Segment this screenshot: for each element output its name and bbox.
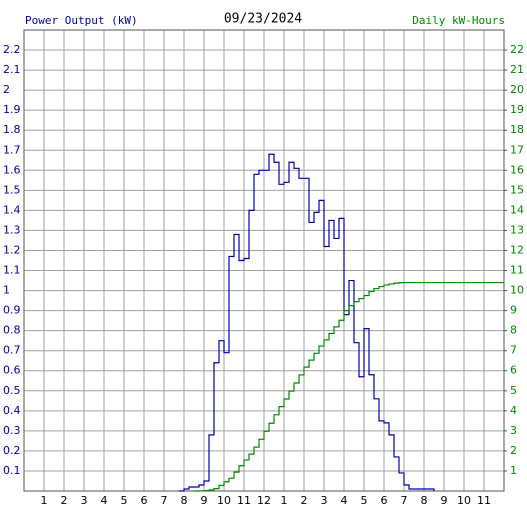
x-tick-label: 2 (61, 494, 68, 507)
y-tick-label: 0.9 (3, 304, 21, 317)
y-tick-label: 1.8 (3, 123, 21, 136)
x-tick-label: 11 (477, 494, 491, 507)
y-tick-label: 1.4 (3, 203, 21, 216)
y2-tick-label: 12 (510, 243, 524, 256)
y-tick-label: 2 (3, 83, 10, 96)
y2-tick-label: 22 (510, 43, 524, 56)
y2-tick-label: 16 (510, 163, 524, 176)
y-tick-label: 2.1 (3, 63, 21, 76)
y2-tick-label: 7 (510, 344, 517, 357)
x-tick-label: 7 (401, 494, 408, 507)
x-tick-label: 5 (361, 494, 368, 507)
y2-axis-label: Daily kW-Hours (412, 14, 505, 27)
x-tick-label: 6 (381, 494, 388, 507)
x-tick-label: 4 (341, 494, 348, 507)
y-tick-label: 0.8 (3, 324, 21, 337)
y2-tick-label: 21 (510, 63, 524, 76)
plot-border (23, 29, 505, 492)
y-tick-label: 1.9 (3, 103, 21, 116)
x-tick-label: 8 (181, 494, 188, 507)
y2-tick-label: 3 (510, 424, 517, 437)
y2-tick-label: 13 (510, 223, 524, 236)
y2-tick-label: 4 (510, 404, 517, 417)
y-tick-label: 0.6 (3, 364, 21, 377)
y2-tick-label: 17 (510, 143, 524, 156)
x-tick-label: 4 (101, 494, 108, 507)
y2-tick-label: 18 (510, 123, 524, 136)
y2-tick-label: 11 (510, 264, 524, 277)
y-tick-label: 0.7 (3, 344, 21, 357)
x-tick-label: 5 (121, 494, 128, 507)
x-tick-label: 1 (281, 494, 288, 507)
y2-tick-label: 10 (510, 284, 524, 297)
y2-tick-label: 19 (510, 103, 524, 116)
y-tick-label: 1.5 (3, 183, 21, 196)
y2-tick-label: 14 (510, 203, 524, 216)
x-tick-label: 10 (217, 494, 231, 507)
y2-tick-label: 1 (510, 464, 517, 477)
y-tick-label: 0.5 (3, 384, 21, 397)
x-tick-label: 7 (161, 494, 168, 507)
x-tick-label: 3 (321, 494, 328, 507)
y-tick-label: 1.3 (3, 223, 21, 236)
y2-tick-label: 6 (510, 364, 517, 377)
x-tick-label: 9 (201, 494, 208, 507)
x-tick-label: 3 (81, 494, 88, 507)
chart-title: 09/23/2024 (224, 12, 302, 27)
x-tick-label: 8 (421, 494, 428, 507)
x-tick-label: 2 (301, 494, 308, 507)
y-tick-label: 0.1 (3, 464, 21, 477)
x-tick-label: 11 (237, 494, 251, 507)
y-tick-label: 0.2 (3, 444, 21, 457)
y-tick-label: 1.6 (3, 163, 21, 176)
y-tick-label: 0.4 (3, 404, 21, 417)
y2-tick-label: 20 (510, 83, 524, 96)
x-tick-label: 9 (441, 494, 448, 507)
y-tick-label: 1.7 (3, 143, 21, 156)
y2-tick-label: 15 (510, 183, 524, 196)
y-tick-label: 1.2 (3, 243, 21, 256)
y2-tick-label: 2 (510, 444, 517, 457)
y2-tick-label: 9 (510, 304, 517, 317)
y2-tick-label: 5 (510, 384, 517, 397)
y-axis-label: Power Output (kW) (25, 14, 138, 27)
x-tick-label: 1 (41, 494, 48, 507)
series-line (179, 153, 435, 492)
x-tick-label: 10 (457, 494, 471, 507)
y-tick-label: 0.3 (3, 424, 21, 437)
y-tick-label: 2.2 (3, 43, 21, 56)
x-tick-label: 12 (257, 494, 271, 507)
series-line (194, 281, 504, 492)
y-tick-label: 1 (3, 284, 10, 297)
y-tick-label: 1.1 (3, 264, 21, 277)
x-tick-label: 6 (141, 494, 148, 507)
y2-tick-label: 8 (510, 324, 517, 337)
